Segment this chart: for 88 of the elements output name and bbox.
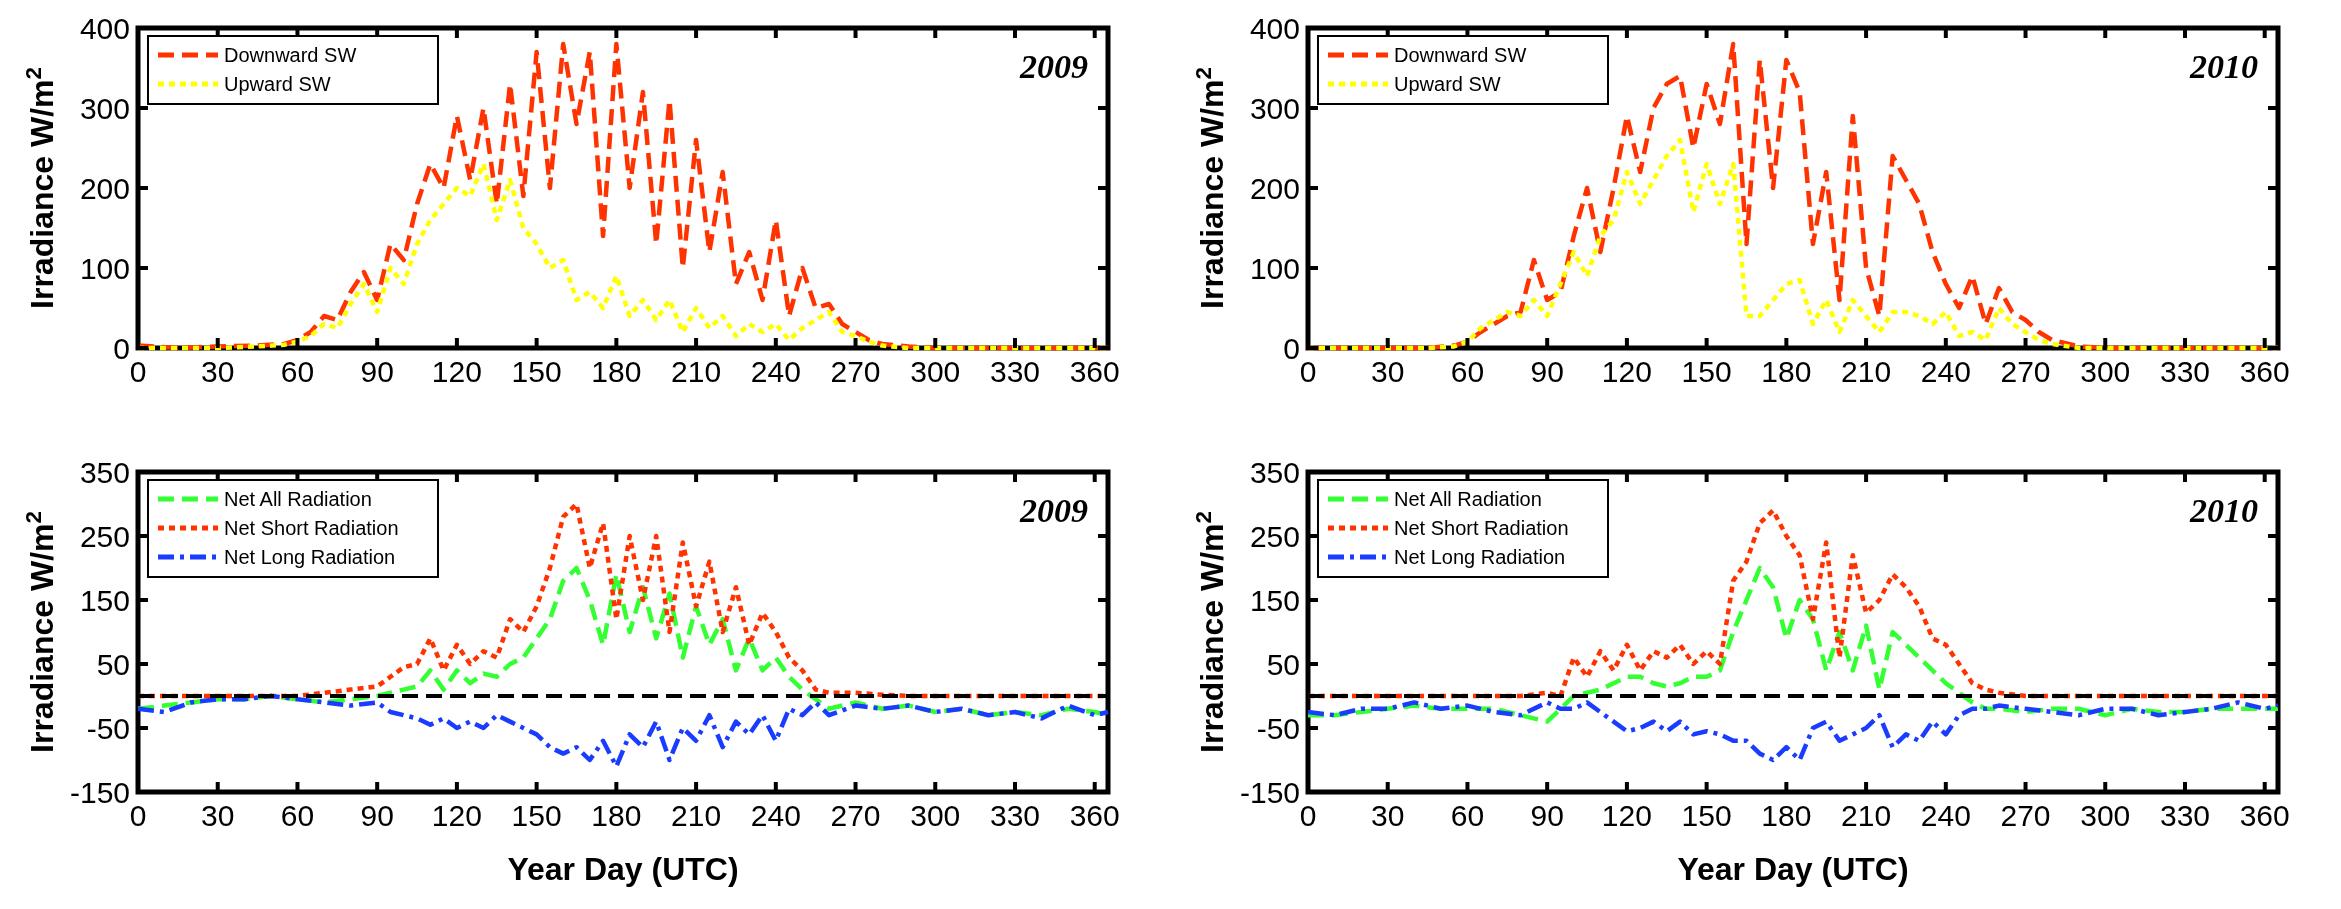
x-tick-label: 60 (1450, 799, 1485, 832)
x-tick-label: 210 (671, 799, 722, 832)
y-tick-label: -50 (86, 711, 130, 745)
x-tick-label: 120 (1601, 799, 1652, 832)
y-tick-label: 400 (1249, 11, 1300, 45)
y-tick-label: 400 (79, 11, 130, 45)
x-tick-label: 60 (280, 355, 315, 388)
y-tick-label: 250 (79, 519, 130, 553)
line-series (1305, 700, 2281, 763)
legend-label: Net Short Radiation (1394, 517, 1569, 539)
x-tick-label: 180 (1761, 799, 1812, 832)
x-tick-label: 330 (989, 799, 1041, 832)
x-tick-label: 150 (1681, 355, 1732, 388)
x-tick-label: 270 (830, 799, 881, 832)
y-tick-label: 0 (113, 331, 130, 365)
x-tick-label: 90 (1530, 355, 1564, 388)
x-tick-label: 300 (2080, 799, 2131, 832)
x-tick-label: 330 (2159, 799, 2211, 832)
x-tick-label: 30 (1371, 355, 1405, 388)
x-tick-label: 150 (511, 355, 562, 388)
legend-label: Downward SW (224, 44, 357, 66)
y-tick-label: 200 (1249, 171, 1300, 205)
y-tick-label: 350 (1249, 455, 1300, 489)
x-tick-label: 30 (1371, 799, 1405, 832)
x-tick-label: 300 (910, 799, 961, 832)
x-tick-label: 240 (1920, 799, 1971, 832)
legend-label: Net All Radiation (224, 488, 372, 510)
y-tick-label: 300 (1249, 91, 1300, 125)
x-axis-title: Year Day (UTC) (507, 851, 739, 887)
legend-label: Upward SW (224, 73, 331, 95)
x-tick-label: 180 (591, 355, 642, 388)
x-tick-label: 300 (910, 355, 961, 388)
y-tick-label: 350 (79, 455, 130, 489)
x-tick-label: 210 (1841, 799, 1892, 832)
x-tick-label: 180 (591, 799, 642, 832)
x-tick-label: 90 (360, 355, 394, 388)
x-tick-label: 360 (1069, 799, 1120, 832)
x-tick-label: 270 (2000, 799, 2051, 832)
x-tick-label: 30 (201, 355, 235, 388)
x-tick-label: 360 (1069, 355, 1120, 388)
legend-label: Downward SW (1394, 44, 1527, 66)
x-tick-label: 330 (2159, 355, 2211, 388)
x-tick-label: 360 (2239, 355, 2290, 388)
x-tick-label: 240 (750, 355, 801, 388)
y-tick-label: 50 (96, 647, 130, 681)
x-tick-label: 270 (830, 355, 881, 388)
y-tick-label: 250 (1249, 519, 1300, 553)
y-tick-label: 0 (1283, 331, 1300, 365)
annotation: 2009 (1019, 48, 1088, 85)
y-tick-label: 300 (79, 91, 130, 125)
y-tick-label: -50 (1256, 711, 1300, 745)
x-tick-label: 120 (431, 799, 482, 832)
legend-label: Net Long Radiation (224, 546, 396, 568)
legend-label: Net Long Radiation (1394, 546, 1566, 568)
legend-label: Upward SW (1394, 73, 1501, 95)
x-tick-label: 120 (1601, 355, 1652, 388)
annotation: 2009 (1019, 492, 1088, 529)
y-tick-label: 150 (79, 583, 130, 617)
legend-label: Net All Radiation (1394, 488, 1542, 510)
y-tick-label: 100 (1249, 251, 1300, 285)
x-tick-label: 180 (1761, 355, 1812, 388)
x-tick-label: 90 (360, 799, 394, 832)
y-tick-label: -150 (1239, 775, 1300, 809)
x-tick-label: 60 (1450, 355, 1485, 388)
x-tick-label: 60 (280, 799, 315, 832)
x-tick-label: 90 (1530, 799, 1564, 832)
x-tick-label: 330 (989, 355, 1041, 388)
x-tick-label: 210 (671, 355, 722, 388)
legend-label: Net Short Radiation (224, 517, 399, 539)
x-tick-label: 150 (1681, 799, 1732, 832)
x-tick-label: 240 (1920, 355, 1971, 388)
annotation: 2010 (2189, 492, 2258, 529)
y-tick-label: 100 (79, 251, 130, 285)
x-tick-label: 240 (750, 799, 801, 832)
x-tick-label: 120 (431, 355, 482, 388)
x-tick-label: 300 (2080, 355, 2131, 388)
x-axis-title: Year Day (UTC) (1677, 851, 1909, 887)
y-tick-label: 200 (79, 171, 130, 205)
x-tick-label: 210 (1841, 355, 1892, 388)
annotation: 2010 (2189, 48, 2258, 85)
y-tick-label: 50 (1266, 647, 1300, 681)
line-series (135, 693, 1111, 769)
x-tick-label: 30 (201, 799, 235, 832)
y-tick-label: 150 (1249, 583, 1300, 617)
y-tick-label: -150 (69, 775, 130, 809)
x-tick-label: 150 (511, 799, 562, 832)
x-tick-label: 360 (2239, 799, 2290, 832)
x-tick-label: 270 (2000, 355, 2051, 388)
